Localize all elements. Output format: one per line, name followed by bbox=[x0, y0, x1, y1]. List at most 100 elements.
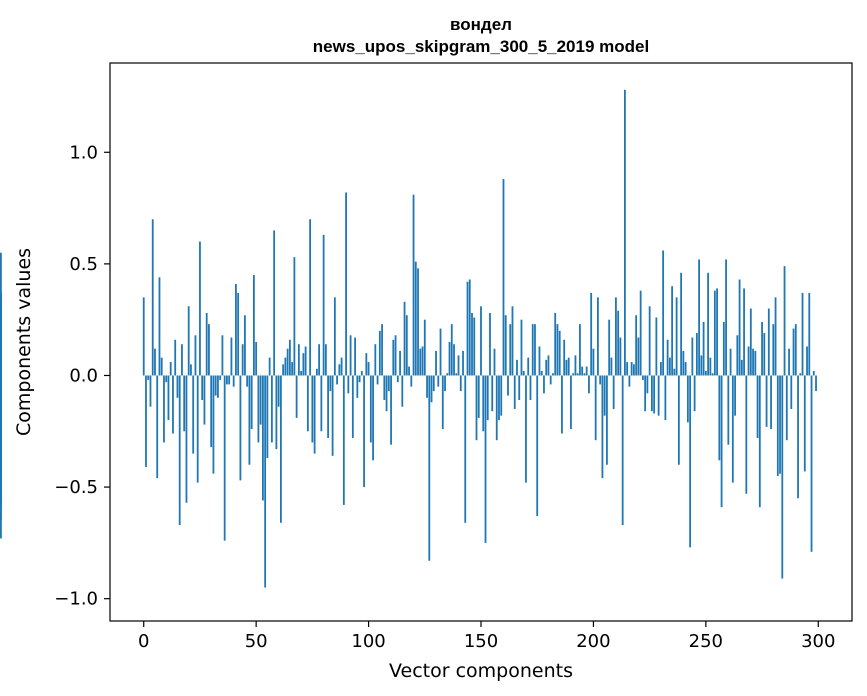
bar-253 bbox=[711, 373, 714, 376]
bar-100 bbox=[367, 362, 370, 376]
bar-257 bbox=[720, 375, 723, 508]
bar-180 bbox=[547, 355, 550, 376]
bar-236 bbox=[673, 368, 676, 376]
bar-246 bbox=[695, 333, 698, 376]
bar-46 bbox=[246, 375, 249, 387]
bar-79 bbox=[320, 375, 323, 432]
bar-294 bbox=[803, 375, 806, 472]
bar-63 bbox=[284, 357, 287, 376]
bar-4 bbox=[151, 219, 154, 376]
bar-176 bbox=[538, 346, 541, 376]
bar-168 bbox=[520, 319, 523, 376]
bar-97 bbox=[360, 371, 363, 376]
bar-125 bbox=[423, 319, 426, 376]
bar-206 bbox=[606, 375, 608, 465]
bar-255 bbox=[716, 288, 718, 376]
bar-85 bbox=[333, 297, 336, 376]
bar-198 bbox=[588, 375, 590, 394]
bar-72 bbox=[304, 346, 307, 376]
bar-112 bbox=[394, 335, 397, 376]
bar-126 bbox=[426, 375, 428, 398]
bar-201 bbox=[594, 375, 597, 441]
bar-164 bbox=[511, 306, 514, 376]
bar-299 bbox=[815, 375, 817, 392]
bar-237 bbox=[675, 297, 678, 376]
bar-83 bbox=[329, 375, 332, 392]
bar-187 bbox=[563, 339, 566, 376]
x-axis-ticks: 0 50 100 150 200 250 300 bbox=[138, 621, 835, 652]
bar-146 bbox=[471, 312, 473, 376]
bar-218 bbox=[633, 364, 635, 376]
bar-296 bbox=[808, 292, 811, 376]
bar-25 bbox=[199, 241, 201, 376]
bar-89 bbox=[342, 375, 345, 505]
bar-243 bbox=[689, 375, 692, 548]
bar-259 bbox=[725, 259, 727, 376]
bar-156 bbox=[493, 348, 496, 376]
bar-247 bbox=[698, 259, 700, 376]
bar-102 bbox=[372, 375, 374, 461]
bar-0 bbox=[142, 297, 145, 376]
bar-297 bbox=[810, 375, 813, 552]
bar-87 bbox=[338, 364, 341, 376]
y-axis-label: Components values bbox=[13, 248, 35, 436]
bar-213 bbox=[621, 375, 624, 526]
bar-12 bbox=[169, 362, 172, 376]
bar-186 bbox=[561, 375, 563, 434]
bar-115 bbox=[401, 375, 404, 407]
x-tick-label: 200 bbox=[576, 631, 610, 652]
bar-151 bbox=[482, 375, 485, 432]
bar-173 bbox=[531, 324, 534, 376]
x-tick-label: 300 bbox=[801, 631, 835, 652]
bar-36 bbox=[223, 375, 226, 541]
bar-98 bbox=[363, 375, 365, 488]
bar-292 bbox=[799, 373, 802, 376]
bar-45 bbox=[244, 315, 246, 376]
bar-230 bbox=[659, 362, 662, 376]
bar-70 bbox=[300, 371, 303, 376]
bar-265 bbox=[738, 279, 741, 376]
bar-90 bbox=[345, 192, 347, 376]
bar-270 bbox=[749, 308, 752, 376]
bar-38 bbox=[228, 375, 231, 385]
bar-137 bbox=[450, 324, 453, 376]
bar-110 bbox=[390, 375, 392, 445]
bar-133 bbox=[441, 375, 444, 430]
bar-250 bbox=[704, 371, 707, 376]
bar-298 bbox=[812, 371, 815, 376]
bar-271 bbox=[752, 348, 754, 376]
bar-242 bbox=[686, 375, 689, 423]
bar-228 bbox=[655, 317, 658, 376]
bar-202 bbox=[597, 297, 599, 376]
bar-208 bbox=[610, 357, 613, 376]
bar-278 bbox=[767, 308, 770, 376]
bar-279 bbox=[770, 375, 772, 430]
bar-172 bbox=[529, 375, 532, 401]
bar-37 bbox=[226, 375, 228, 385]
bar-33 bbox=[217, 375, 219, 398]
bar-50 bbox=[255, 342, 258, 376]
bar-67 bbox=[293, 257, 296, 376]
bar-163 bbox=[509, 324, 512, 376]
bar-233 bbox=[666, 339, 669, 376]
bar-65 bbox=[288, 339, 291, 376]
bar-127 bbox=[428, 375, 431, 561]
bar-165 bbox=[513, 375, 516, 409]
bar-8 bbox=[160, 357, 163, 376]
bar-143 bbox=[464, 375, 467, 523]
bar-282 bbox=[776, 375, 779, 476]
bar-10 bbox=[165, 375, 168, 383]
bar-101 bbox=[369, 375, 372, 443]
bar-231 bbox=[662, 250, 665, 376]
bar-266 bbox=[740, 359, 743, 376]
bar-295 bbox=[806, 346, 808, 376]
bar-27 bbox=[203, 375, 206, 425]
bar-81 bbox=[324, 344, 327, 376]
y-tick-label: −1.0 bbox=[54, 589, 98, 610]
bar-91 bbox=[347, 375, 350, 394]
bar-77 bbox=[315, 368, 318, 376]
bar-24 bbox=[196, 375, 199, 483]
bar-205 bbox=[603, 375, 606, 416]
bar-196 bbox=[583, 373, 586, 376]
bar-181 bbox=[549, 375, 552, 385]
